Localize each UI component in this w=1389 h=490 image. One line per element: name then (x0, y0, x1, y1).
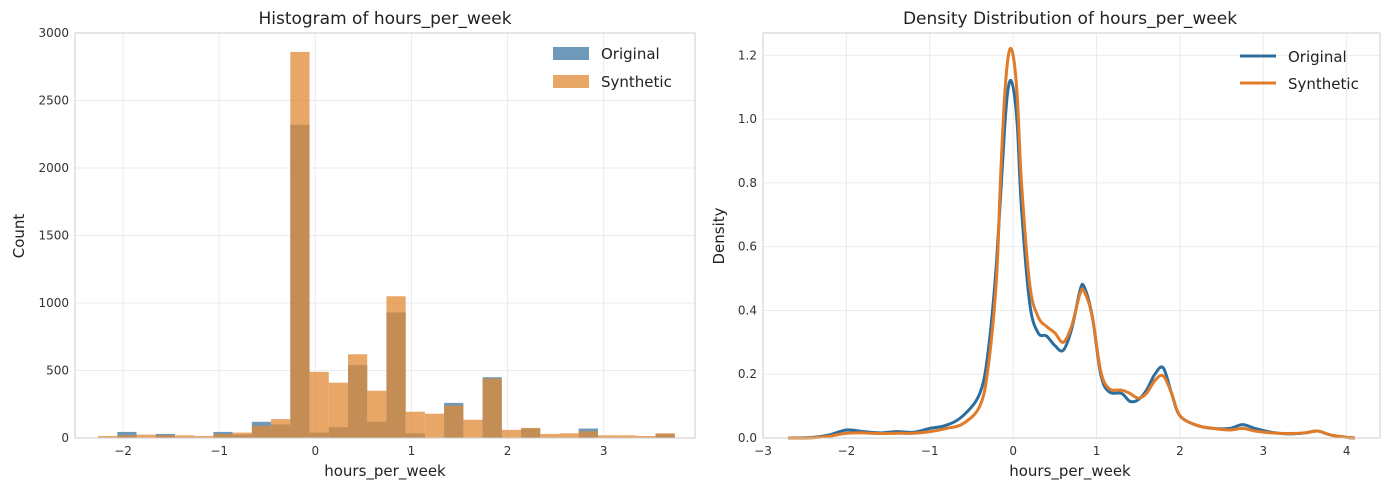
y-tick-label: 1.0 (738, 112, 757, 126)
histogram-x-ticks: −2 −1 0 1 2 3 (114, 444, 607, 458)
histogram-bar-original (117, 431, 137, 438)
histogram-frame (74, 32, 696, 439)
histogram-bar-synthetic (309, 371, 329, 438)
legend-label-original: Original (601, 45, 660, 63)
legend-label-synthetic: Synthetic (601, 73, 672, 91)
y-tick-label: 0.0 (738, 431, 757, 445)
y-tick-label: 2000 (38, 161, 69, 175)
histogram-bar-synthetic (232, 432, 252, 438)
x-tick-label: 1 (408, 444, 416, 458)
density-legend: Original Synthetic (1240, 48, 1359, 93)
histogram-bar-synthetic (174, 435, 195, 438)
x-tick-label: −1 (210, 444, 228, 458)
histogram-bar-synthetic (405, 411, 425, 438)
histogram-bar-synthetic (578, 431, 598, 438)
x-tick-label: 0 (1009, 444, 1017, 458)
density-line-synthetic (787, 46, 1356, 440)
density-x-ticks: −3 −2 −1 0 1 2 3 4 (754, 444, 1350, 458)
histogram-bar-synthetic (251, 425, 272, 438)
x-tick-label: −1 (921, 444, 939, 458)
histogram-bar-synthetic (136, 434, 156, 438)
histogram-bar-synthetic (347, 354, 368, 438)
y-tick-label: 0.4 (738, 303, 757, 317)
legend-swatch-original (553, 47, 589, 60)
x-tick-label: 2 (1176, 444, 1184, 458)
y-tick-label: 2500 (38, 94, 69, 108)
histogram-grid (75, 32, 695, 439)
density-lines (787, 46, 1356, 440)
histogram-bar-synthetic (367, 390, 387, 438)
density-plot-area (763, 33, 1380, 438)
histogram-legend: Original Synthetic (553, 45, 672, 91)
density-y-label: Density (710, 207, 728, 264)
histogram-bar-synthetic (424, 413, 445, 438)
y-tick-label: 0.6 (738, 240, 757, 254)
y-tick-label: 1500 (38, 229, 69, 243)
histogram-bar-synthetic (155, 435, 175, 438)
y-tick-label: 0.8 (738, 176, 757, 190)
density-x-label: hours_per_week (1009, 462, 1131, 481)
legend-label-original: Original (1288, 48, 1347, 66)
x-tick-label: 2 (504, 444, 512, 458)
y-tick-label: 3000 (38, 26, 69, 40)
y-tick-label: 1000 (38, 296, 69, 310)
histogram-panel: −2 −1 0 1 2 3 0 500 1000 1500 2000 2500 3000 Histog… (10, 9, 696, 481)
histogram-bar-synthetic (98, 435, 118, 438)
histogram-bar-synthetic (444, 405, 464, 438)
histogram-bar-synthetic (540, 433, 560, 438)
x-tick-label: −2 (838, 444, 856, 458)
histogram-bar-synthetic (290, 51, 310, 439)
x-tick-label: 0 (311, 444, 319, 458)
histogram-y-ticks: 0 500 1000 1500 2000 2500 3000 (38, 26, 69, 445)
x-tick-label: 1 (1093, 444, 1101, 458)
y-tick-label: 0.2 (738, 367, 757, 381)
histogram-bar-synthetic (617, 435, 637, 438)
histogram-title: Histogram of hours_per_week (258, 9, 511, 29)
y-tick-label: 500 (46, 364, 69, 378)
density-y-ticks: 0.0 0.2 0.4 0.6 0.8 1.0 1.2 (738, 48, 757, 445)
x-tick-label: 4 (1343, 444, 1351, 458)
histogram-bar-synthetic (463, 419, 483, 438)
histogram-bar-synthetic (501, 429, 522, 438)
histogram-bar-synthetic (328, 382, 348, 438)
legend-swatch-synthetic (553, 75, 589, 88)
histogram-x-label: hours_per_week (324, 462, 446, 481)
histogram-bar-synthetic (559, 433, 579, 438)
y-tick-label: 0 (61, 431, 69, 445)
histogram-bar-synthetic (636, 435, 656, 438)
histogram-bars (98, 51, 675, 439)
x-tick-label: −2 (114, 444, 132, 458)
density-title: Density Distribution of hours_per_week (903, 9, 1237, 29)
histogram-bar-synthetic (482, 378, 502, 438)
histogram-bar-synthetic (117, 435, 137, 438)
y-tick-label: 1.2 (738, 48, 757, 62)
histogram-bar-synthetic (386, 296, 406, 438)
histogram-bar-synthetic (213, 433, 233, 438)
histogram-bar-synthetic (521, 427, 541, 438)
x-tick-label: 3 (1259, 444, 1267, 458)
density-frame (762, 32, 1381, 439)
histogram-bar-synthetic (194, 435, 214, 438)
histogram-bar-synthetic (655, 433, 675, 438)
x-tick-label: 3 (600, 444, 608, 458)
histogram-y-label: Count (10, 214, 28, 259)
legend-label-synthetic: Synthetic (1288, 75, 1359, 93)
density-panel: −3 −2 −1 0 1 2 3 4 0.0 0.2 0.4 0.6 0.8 1.0 1.2 Densit… (710, 9, 1381, 481)
x-tick-label: −3 (754, 444, 772, 458)
histogram-bar-synthetic (271, 419, 291, 438)
histogram-bar-synthetic (597, 435, 618, 438)
